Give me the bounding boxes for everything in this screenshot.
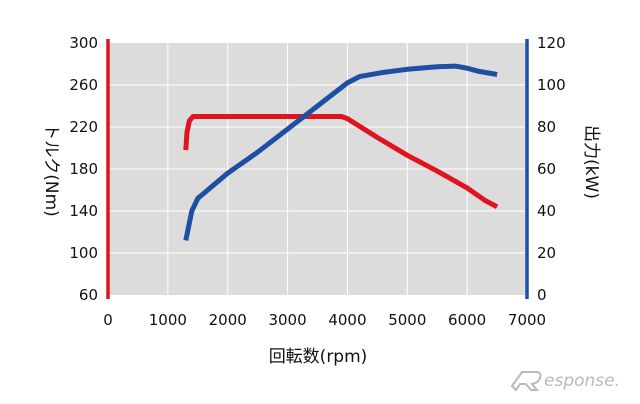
watermark-r-mark [510,371,542,392]
x-tick-label: 5000 [388,311,426,329]
series-layer [183,63,499,241]
grid-lines [108,43,527,295]
left-tick-label: 100 [69,244,98,262]
x-axis-tick-labels: 0 1000 2000 3000 4000 5000 6000 7000 [103,311,546,329]
right-tick-label: 120 [537,34,566,52]
left-tick-label: 60 [79,286,98,304]
right-tick-label: 100 [537,76,566,94]
watermark-text: esponse. [544,371,620,391]
left-tick-label: 180 [69,160,98,178]
right-tick-label: 20 [537,244,556,262]
x-tick-label: 6000 [448,311,486,329]
x-axis-title: 回転数(rpm) [269,347,368,367]
right-tick-label: 0 [537,286,547,304]
watermark-logo: esponse. [510,371,620,392]
right-axis-tick-labels: 0 20 40 60 80 100 120 [537,34,566,304]
x-tick-label: 3000 [268,311,306,329]
torque-series-line [183,114,499,210]
right-axis-title: 出力(kW) [581,125,601,199]
left-tick-label: 260 [69,76,98,94]
x-tick-label: 0 [103,311,113,329]
left-tick-label: 140 [69,202,98,220]
x-tick-label: 7000 [508,311,546,329]
left-axis-tick-labels: 60 100 140 180 220 260 300 [69,34,98,304]
right-tick-label: 40 [537,202,556,220]
left-tick-label: 220 [69,118,98,136]
x-tick-label: 1000 [149,311,187,329]
right-tick-label: 80 [537,118,556,136]
left-tick-label: 300 [69,34,98,52]
x-tick-label: 2000 [209,311,247,329]
left-axis-title: トルク(Nm) [41,123,61,217]
x-tick-label: 4000 [328,311,366,329]
right-tick-label: 60 [537,160,556,178]
power-series-line [183,63,498,241]
